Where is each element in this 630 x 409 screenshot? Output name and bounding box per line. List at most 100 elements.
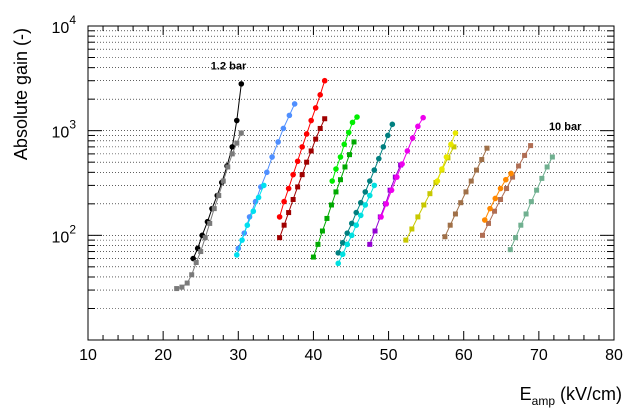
data-point [403, 237, 409, 243]
data-point [484, 145, 490, 151]
data-point [451, 144, 457, 150]
data-point [528, 143, 534, 149]
data-point [255, 194, 262, 201]
data-point [303, 131, 310, 137]
x-tick-label: 20 [154, 347, 172, 364]
data-point [184, 280, 190, 286]
data-point [317, 92, 323, 98]
data-point [324, 215, 330, 221]
data-point [344, 230, 351, 236]
y-tick-label: 103 [52, 118, 77, 142]
data-point [348, 220, 355, 227]
data-point [216, 193, 222, 199]
data-point [504, 186, 510, 192]
data-point [528, 199, 534, 205]
data-point [507, 247, 513, 253]
data-point [337, 177, 343, 183]
data-point [539, 175, 545, 181]
data-point [378, 214, 384, 220]
data-point [348, 232, 355, 239]
data-point [502, 176, 509, 183]
data-point [333, 166, 339, 172]
series-15 [442, 145, 490, 240]
data-point [544, 164, 550, 170]
data-point [193, 260, 199, 266]
data-point [238, 130, 244, 136]
series-2 [174, 130, 244, 292]
data-point [362, 202, 369, 208]
data-point [308, 148, 314, 154]
data-point [448, 141, 454, 148]
data-point [345, 129, 352, 136]
data-point [415, 123, 421, 130]
data-point [290, 171, 296, 178]
data-point [313, 136, 319, 142]
y-tick-label: 104 [52, 13, 77, 37]
y-axis-title: Absolute gain (-) [11, 28, 31, 160]
y-tick-label: 102 [52, 222, 77, 246]
data-point [244, 222, 251, 228]
data-point [479, 157, 485, 163]
data-point [335, 260, 342, 267]
data-point [190, 255, 196, 262]
data-point [234, 140, 240, 146]
data-point [261, 182, 267, 189]
data-point [250, 208, 257, 215]
data-point [304, 159, 310, 165]
data-point [295, 184, 301, 190]
data-point [328, 202, 334, 208]
data-point [362, 189, 369, 195]
data-point [442, 234, 448, 240]
data-point [394, 174, 400, 180]
data-point [427, 191, 433, 197]
data-point [434, 178, 441, 184]
data-point [383, 201, 390, 207]
x-tick-label: 50 [380, 347, 398, 364]
data-point [207, 220, 213, 226]
data-point [487, 205, 493, 212]
data-point [380, 144, 387, 150]
data-point [211, 206, 217, 212]
data-point [388, 187, 395, 193]
data-point [339, 239, 346, 246]
x-tick-label: 60 [455, 347, 473, 364]
data-point [346, 152, 352, 158]
data-point [281, 198, 287, 205]
data-point [399, 161, 405, 167]
data-point [321, 77, 328, 84]
data-point [238, 81, 245, 87]
series-line [279, 118, 326, 238]
data-point [372, 228, 378, 234]
x-tick-label: 70 [530, 347, 548, 364]
data-point [366, 192, 373, 199]
series-layer [174, 77, 555, 292]
data-point [447, 222, 453, 228]
series-line [312, 141, 355, 258]
data-point [415, 214, 421, 220]
data-point [366, 178, 373, 184]
data-point [508, 170, 514, 177]
data-point [291, 101, 298, 107]
data-point [351, 139, 357, 145]
annotation-10-bar: 10 bar [549, 121, 582, 133]
data-point [534, 187, 540, 193]
series-1 [190, 81, 245, 262]
data-point [281, 222, 287, 228]
data-point [473, 167, 479, 173]
data-point [480, 232, 485, 238]
data-point [409, 135, 416, 141]
data-point [385, 132, 391, 139]
data-point [189, 272, 195, 278]
data-point [299, 172, 305, 178]
data-point [269, 154, 275, 160]
series-6 [277, 116, 328, 241]
data-point [497, 185, 504, 192]
data-point [357, 212, 364, 219]
data-point [452, 130, 459, 136]
data-point [310, 254, 316, 260]
series-16 [480, 143, 534, 238]
data-point [353, 209, 360, 216]
x-tick-label: 40 [305, 347, 323, 364]
data-point [276, 214, 283, 220]
